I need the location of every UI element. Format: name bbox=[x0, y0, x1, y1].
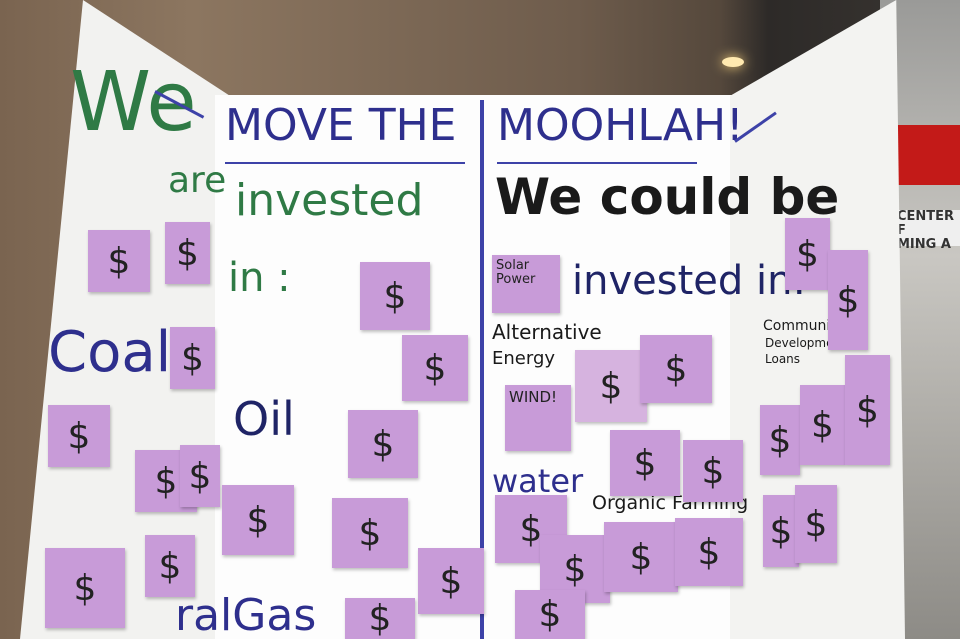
sticky-note-dollar: $ bbox=[604, 522, 678, 592]
sticky-note-dollar: $ bbox=[222, 485, 294, 555]
text-energy: Energy bbox=[492, 348, 556, 369]
sticky-note-solar-power: Solar Power bbox=[492, 255, 560, 313]
sticky-note-dollar: $ bbox=[145, 535, 195, 597]
text-are: are bbox=[168, 160, 227, 201]
sticky-note-dollar: $ bbox=[515, 590, 585, 639]
text-invested-in: invested in: bbox=[572, 258, 806, 304]
title-underline-right bbox=[497, 162, 697, 164]
sticky-note-dollar: $ bbox=[45, 548, 125, 628]
sticky-note-dollar: $ bbox=[48, 405, 110, 467]
text-oil: Oil bbox=[233, 392, 295, 446]
sticky-note-dollar: $ bbox=[348, 410, 418, 478]
text-coal: Coal bbox=[48, 320, 172, 385]
sticky-note-dollar: $ bbox=[180, 445, 220, 507]
sticky-note-dollar: $ bbox=[795, 485, 837, 563]
sticky-note-dollar: $ bbox=[360, 262, 430, 330]
text-water: water bbox=[492, 462, 584, 500]
sticky-note-dollar: $ bbox=[800, 385, 845, 465]
title-move-the: MOVE THE bbox=[225, 100, 457, 151]
sticky-note-dollar: $ bbox=[402, 335, 468, 401]
sticky-note-dollar: $ bbox=[575, 350, 647, 422]
sticky-note-dollar: $ bbox=[763, 495, 799, 567]
title-underline-left bbox=[225, 162, 465, 164]
sticky-note-dollar: $ bbox=[675, 518, 743, 586]
sticky-note-dollar: $ bbox=[345, 598, 415, 639]
center-divider-line bbox=[480, 100, 484, 639]
sticky-note-dollar: $ bbox=[760, 405, 800, 475]
sticky-note-wind: WIND! bbox=[505, 385, 571, 451]
title-moohlah: MOOHLAH! bbox=[497, 100, 744, 151]
sticky-note-dollar: $ bbox=[683, 440, 743, 502]
sticky-note-dollar: $ bbox=[785, 218, 830, 290]
sticky-note-dollar: $ bbox=[845, 355, 890, 465]
text-invested: invested bbox=[235, 175, 424, 226]
sticky-note-dollar: $ bbox=[332, 498, 408, 568]
text-community: Community bbox=[763, 318, 845, 334]
text-in-colon: in : bbox=[228, 255, 291, 301]
text-development: Development bbox=[765, 336, 846, 350]
sticky-note-dollar: $ bbox=[640, 335, 712, 403]
text-alternative: Alternative bbox=[492, 320, 602, 344]
sticky-note-dollar: $ bbox=[828, 250, 868, 350]
sticky-note-dollar: $ bbox=[165, 222, 210, 284]
background-sign-text: CENTER F MING A bbox=[895, 210, 960, 252]
sticky-note-dollar: $ bbox=[418, 548, 484, 614]
sticky-note-dollar: $ bbox=[610, 430, 680, 496]
text-loans: Loans bbox=[765, 352, 801, 366]
background-red-sign bbox=[895, 125, 960, 185]
ceiling-light bbox=[722, 57, 744, 67]
sticky-note-dollar: $ bbox=[88, 230, 150, 292]
text-we-could-be: We could be bbox=[495, 168, 840, 226]
sticky-note-dollar: $ bbox=[170, 327, 215, 389]
text-natural-gas: ralGas bbox=[175, 590, 317, 639]
